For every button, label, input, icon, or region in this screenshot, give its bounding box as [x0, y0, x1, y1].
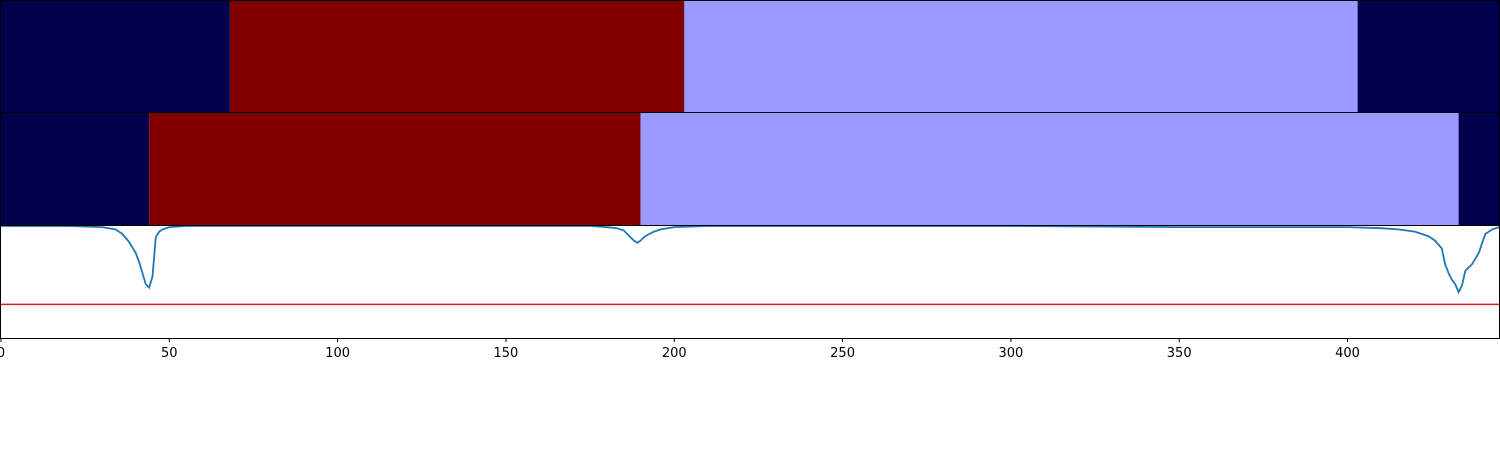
segment-1-2 [229, 1, 685, 112]
x-tick-label-350: 350 [1167, 346, 1192, 361]
panel-2 [0, 112, 1500, 226]
segment-2-2 [149, 113, 641, 225]
x-tick-label-400: 400 [1335, 346, 1360, 361]
segment-1-1 [1, 1, 230, 112]
x-tick-label-150: 150 [494, 346, 519, 361]
x-tick-label-300: 300 [998, 346, 1023, 361]
x-tick-label-50: 50 [161, 346, 178, 361]
x-tick-label-200: 200 [662, 346, 687, 361]
segment-2-1 [1, 113, 150, 225]
x-tick-label-0: 0 [0, 346, 5, 361]
panel-3 [0, 225, 1500, 339]
segment-2-4 [1458, 113, 1499, 225]
x-tick-label-250: 250 [830, 346, 855, 361]
panel-1 [0, 0, 1500, 113]
x-tick-label-100: 100 [325, 346, 350, 361]
segment-1-3 [684, 1, 1358, 112]
series-line [1, 225, 1500, 295]
panel-frame-3 [0, 225, 1500, 339]
segment-2-3 [640, 113, 1459, 225]
segment-1-4 [1357, 1, 1499, 112]
